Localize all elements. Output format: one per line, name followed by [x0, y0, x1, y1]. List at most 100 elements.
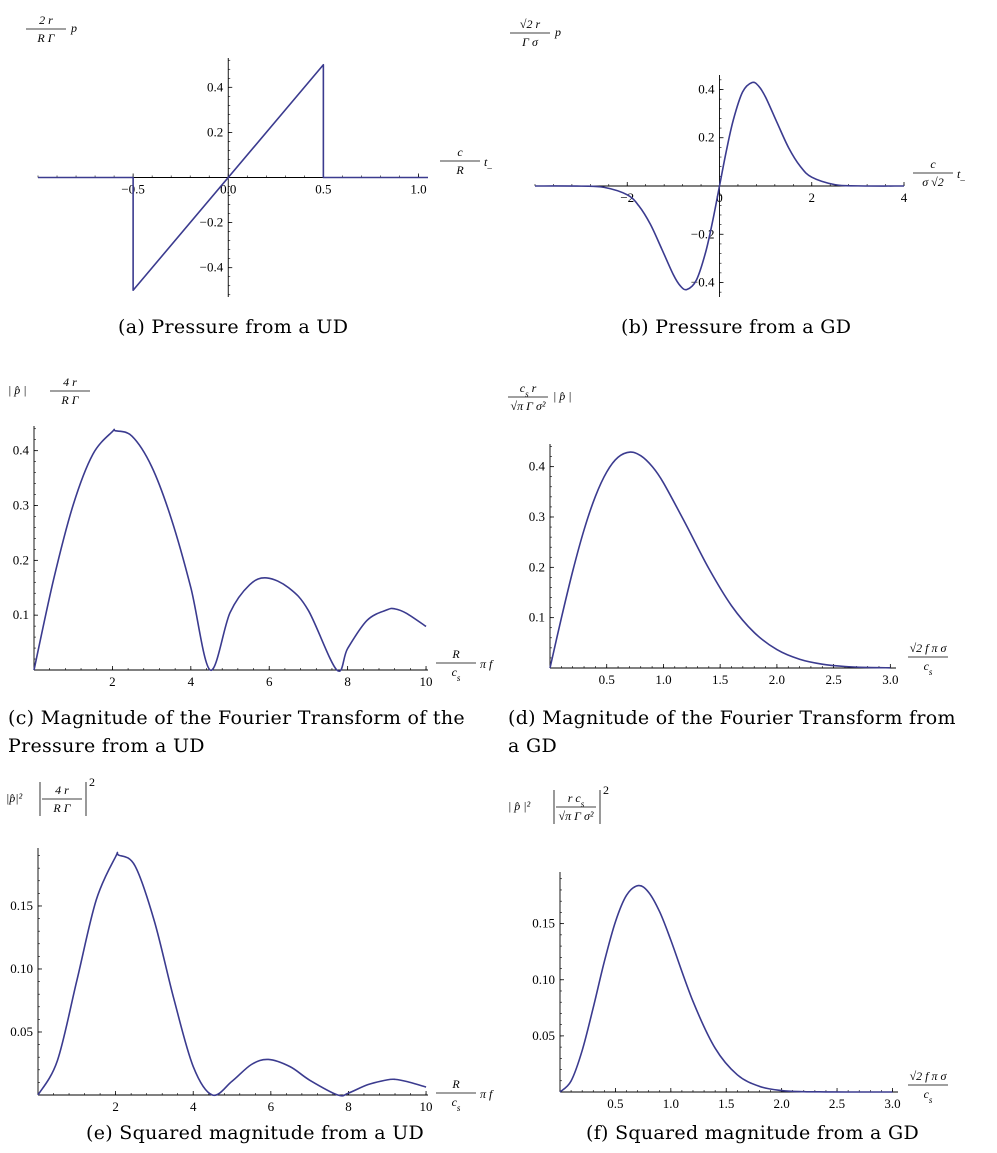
- x-tick-label: 0: [716, 190, 723, 205]
- caption-b: (b) Pressure from a GD: [621, 316, 852, 338]
- x-axis-label-num: R: [451, 647, 460, 661]
- x-tick-label: 8: [344, 674, 351, 689]
- y-axis-label-num: 2 r: [39, 13, 53, 27]
- x-axis-label-den: cs: [452, 1095, 461, 1113]
- y-tick-label: 0.15: [10, 898, 33, 913]
- y-tick-label: 0.4: [529, 459, 546, 474]
- x-tick-label: 4: [188, 674, 195, 689]
- panel-d: 0.5 1.0 1.5 2.0 2.5 3.0 0.1 0.2 0.3 0.4 cs r √π Γ σ…: [498, 360, 997, 760]
- x-tick-label: 3.0: [884, 1096, 900, 1111]
- y-axis-label-suffix: p: [70, 21, 77, 35]
- y-axis-label-num: 4 r: [55, 783, 69, 797]
- y-axis-label-den: R Γ: [60, 393, 79, 407]
- caption-c-line1: (c) Magnitude of the Fourier Transform o…: [8, 707, 465, 729]
- y-axis-label-suffix: p: [554, 25, 561, 39]
- x-tick-label: 8: [345, 1099, 352, 1114]
- series-line-d-0: [549, 451, 891, 669]
- y-axis-label-power: 2: [89, 775, 95, 789]
- y-axis-label-num: √2 r: [520, 17, 541, 31]
- y-axis-label-den: √π Γ σ²: [559, 809, 594, 823]
- y-tick-label: −0.4: [200, 260, 224, 275]
- x-axis-label-suffix: t–: [957, 167, 965, 185]
- y-tick-label: 0.1: [13, 607, 29, 622]
- x-tick-label: 10: [420, 1099, 433, 1114]
- x-tick-label: 3.0: [882, 672, 898, 687]
- x-tick-label: 1.0: [410, 182, 426, 197]
- y-tick-label: 0.4: [207, 79, 224, 94]
- x-axis-label-den: R: [455, 163, 464, 177]
- x-tick-label: 2.5: [825, 672, 841, 687]
- x-axis-label-den: cs: [452, 665, 461, 683]
- chart-e-svg: 2 4 6 8 10 0.05 0.10 0.15 |p̂|² 4 r R Γ 2 Rcs π f: [6, 775, 494, 1114]
- y-axis-label-den: √π Γ σ²: [511, 399, 546, 413]
- x-tick-label: 6: [268, 1099, 275, 1114]
- chart-f-svg: 0.5 1.0 1.5 2.0 2.5 3.0 0.05 0.10 0.15 | p̂ |² r c…: [508, 783, 948, 1111]
- y-axis-label-den: Γ σ: [521, 35, 539, 49]
- y-tick-label: 0.4: [13, 443, 30, 458]
- x-axis-label-den: σ √2: [922, 175, 944, 189]
- y-tick-label: 0.4: [698, 81, 715, 96]
- x-tick-label: 0.0: [220, 182, 236, 197]
- y-tick-label: 0.10: [10, 961, 33, 976]
- caption-d-line1: (d) Magnitude of the Fourier Transform f…: [508, 707, 956, 729]
- series-line-f-0: [559, 884, 893, 1093]
- chart-d-svg: 0.5 1.0 1.5 2.0 2.5 3.0 0.1 0.2 0.3 0.4 cs r√π Γ σ…: [508, 381, 948, 687]
- y-tick-label: 0.3: [13, 498, 29, 513]
- caption-f: (f) Squared magnitude from a GD: [586, 1122, 919, 1144]
- y-axis-label-den: R Γ: [36, 31, 55, 45]
- y-tick-label: 0.05: [10, 1024, 33, 1039]
- x-tick-label: 0.5: [599, 672, 615, 687]
- y-axis-label-suffix: | p̂ |: [553, 389, 572, 403]
- x-axis-label-num: √2 f π σ: [910, 641, 948, 655]
- x-axis-label-den: cs: [924, 659, 933, 677]
- x-tick-label: 2.0: [774, 1096, 790, 1111]
- series-line-e-0: [37, 851, 427, 1097]
- x-axis-label-num: c: [457, 145, 463, 159]
- y-axis-label-prefix: | p̂ |²: [508, 799, 531, 813]
- y-tick-label: −0.2: [200, 215, 224, 230]
- y-tick-label: 0.1: [529, 610, 545, 625]
- x-tick-label: 1.5: [712, 672, 728, 687]
- panel-f: 0.5 1.0 1.5 2.0 2.5 3.0 0.05 0.10 0.15 | p̂ |² r c…: [498, 770, 997, 1153]
- y-tick-label: 0.3: [529, 509, 545, 524]
- caption-c-line2: Pressure from a UD: [8, 735, 205, 757]
- x-axis-label-suffix: t–: [484, 155, 492, 173]
- x-tick-label: 0.5: [607, 1096, 623, 1111]
- x-tick-label: 2: [109, 674, 116, 689]
- x-tick-label: 4: [901, 190, 908, 205]
- x-axis-label-den: cs: [924, 1087, 933, 1105]
- y-axis-label-num: r cs: [568, 791, 585, 809]
- series-line-b-0: [534, 81, 905, 291]
- x-axis-label-suffix: π f: [480, 657, 494, 671]
- y-axis-label-prefix: |p̂|²: [6, 791, 23, 805]
- x-tick-label: 2: [809, 190, 816, 205]
- y-tick-label: 0.15: [532, 916, 555, 931]
- x-tick-label: 0.5: [315, 182, 331, 197]
- y-tick-label: 0.2: [207, 124, 223, 139]
- x-tick-label: 10: [420, 674, 433, 689]
- y-axis-label-den: R Γ: [52, 801, 71, 815]
- x-tick-label: 1.0: [655, 672, 671, 687]
- y-axis-label-num: cs r: [520, 381, 537, 399]
- caption-d-line2: a GD: [508, 735, 557, 757]
- y-axis-label-num: 4 r: [63, 375, 77, 389]
- y-tick-label: 0.2: [529, 559, 545, 574]
- y-tick-label: 0.2: [13, 552, 29, 567]
- y-axis-label-prefix: | p̂ |: [8, 383, 27, 397]
- caption-a: (a) Pressure from a UD: [118, 316, 349, 338]
- x-axis-label-num: √2 f π σ: [910, 1069, 948, 1083]
- caption-e: (e) Squared magnitude from a UD: [86, 1122, 425, 1144]
- series-line-a-0: [38, 63, 428, 292]
- x-tick-label: 2.5: [829, 1096, 845, 1111]
- x-tick-label: 2: [112, 1099, 119, 1114]
- x-tick-label: 1.0: [663, 1096, 679, 1111]
- x-tick-label: 2.0: [769, 672, 785, 687]
- y-axis-label-power: 2: [603, 783, 609, 797]
- chart-c-svg: 2 4 6 8 10 0.1 0.2 0.3 0.4 | p̂ | 4 r R Γ Rcs π f: [8, 375, 494, 689]
